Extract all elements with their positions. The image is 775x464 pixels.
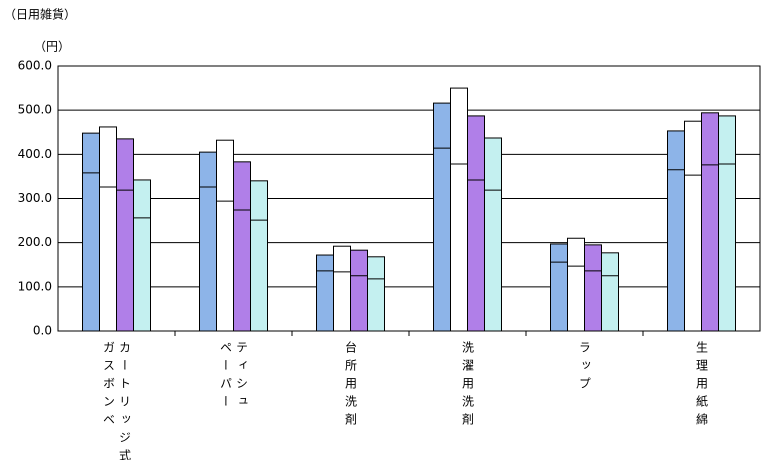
x-tick-label: 洗濯用洗剤 <box>461 341 475 431</box>
chart-title: （日用雑貨） <box>4 7 76 22</box>
bar <box>316 254 334 332</box>
bar <box>701 112 719 332</box>
bar <box>116 138 134 332</box>
y-tick-label: 500.0 <box>18 103 52 117</box>
bar <box>216 139 234 332</box>
x-tick-label: カートリッジ式 <box>118 341 132 460</box>
bar <box>199 151 217 332</box>
plot-border <box>57 65 761 332</box>
bar <box>667 130 685 332</box>
bar <box>484 137 502 332</box>
bar <box>133 179 151 332</box>
x-tick-label: ガスボンベ <box>102 341 116 431</box>
y-tick-label: 200.0 <box>18 235 52 249</box>
bar <box>567 237 585 332</box>
bar <box>433 102 451 332</box>
bar <box>350 249 368 332</box>
y-axis-label: （円） <box>34 40 70 54</box>
x-tick-label: ティシュ <box>235 341 249 413</box>
bar <box>450 87 468 332</box>
x-tick-label: 台所用洗剤 <box>344 340 358 431</box>
x-tick-label: ペーパー <box>219 341 233 413</box>
bar <box>99 126 117 332</box>
bar <box>82 132 100 332</box>
y-tick-label: 100.0 <box>18 279 52 293</box>
bar <box>250 180 268 332</box>
y-tick-label: 0.0 <box>33 324 52 338</box>
bar <box>233 161 251 332</box>
x-tick-label: 生理用紙綿 <box>695 341 709 431</box>
bar <box>684 120 702 332</box>
bar <box>601 252 619 332</box>
bar <box>584 244 602 332</box>
bar <box>718 115 736 332</box>
x-tick-label: ラップ <box>578 341 592 395</box>
bar <box>367 256 385 332</box>
y-tick-label: 300.0 <box>18 191 52 205</box>
y-tick-label: 600.0 <box>18 59 52 73</box>
y-tick-label: 400.0 <box>18 147 52 161</box>
bar <box>467 115 485 332</box>
bar <box>550 243 568 332</box>
bar <box>333 245 351 332</box>
